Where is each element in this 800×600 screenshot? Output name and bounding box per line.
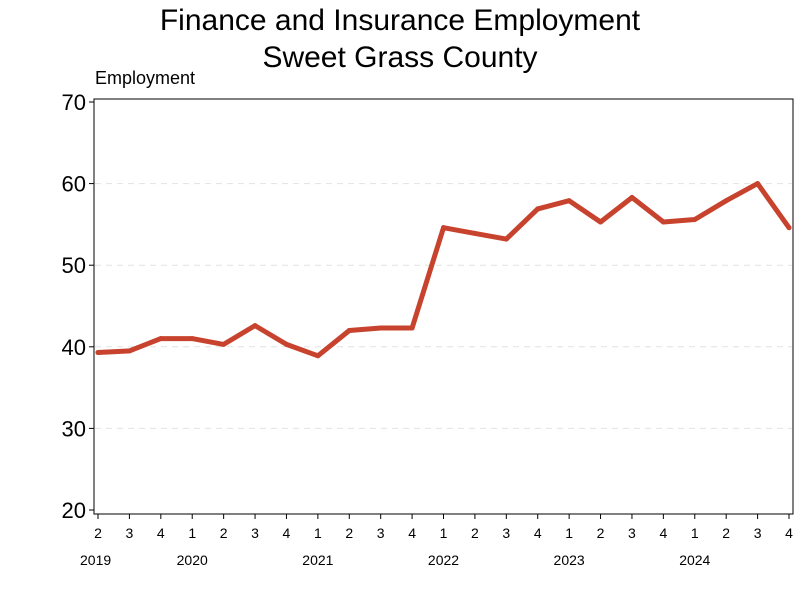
y-tick-label: 50: [62, 253, 86, 278]
x-tick-label: 4: [157, 525, 165, 541]
y-tick-label: 60: [62, 172, 86, 197]
data-point: [786, 225, 792, 231]
data-point: [598, 219, 604, 225]
x-tick-label: 1: [691, 525, 699, 541]
x-year-label: 2022: [428, 552, 459, 568]
data-point: [283, 341, 289, 347]
x-year-label: 2023: [554, 552, 585, 568]
data-point: [441, 225, 446, 231]
x-tick-label: 4: [534, 525, 542, 541]
data-point: [315, 353, 321, 359]
x-tick-label: 4: [785, 525, 793, 541]
x-tick-label: 3: [251, 525, 259, 541]
data-point: [346, 327, 352, 333]
data-point: [95, 350, 101, 356]
x-tick-label: 2: [220, 525, 228, 541]
x-year-label: 2021: [302, 552, 333, 568]
x-tick-label: 1: [440, 525, 448, 541]
chart-subtitle: Sweet Grass County: [262, 41, 538, 74]
x-tick-label: 3: [628, 525, 636, 541]
data-point: [629, 194, 635, 200]
x-tick-label: 3: [377, 525, 385, 541]
y-axis-label: Employment: [95, 68, 196, 88]
x-tick-label: 2: [722, 525, 730, 541]
series-layer: [95, 181, 792, 359]
x-tick-label: 2: [471, 525, 479, 541]
data-point: [158, 336, 164, 342]
x-tick-label: 1: [188, 525, 196, 541]
x-tick-label: 3: [502, 525, 510, 541]
x-tick-label: 1: [314, 525, 322, 541]
x-year-label: 2020: [177, 552, 208, 568]
y-tick-label: 20: [62, 498, 86, 523]
x-tick-label: 4: [408, 525, 416, 541]
data-point: [189, 336, 195, 342]
data-point: [535, 206, 541, 212]
x-tick-label: 3: [126, 525, 134, 541]
chart-title-block: Finance and Insurance Employment Sweet G…: [0, 2, 800, 76]
data-point: [755, 181, 761, 187]
data-point: [221, 341, 227, 347]
x-tick-label: 2: [597, 525, 605, 541]
data-point: [566, 198, 572, 204]
y-tick-label: 40: [62, 335, 86, 360]
x-tick-label: 3: [754, 525, 762, 541]
x-tick-label: 4: [659, 525, 667, 541]
x-tick-label: 2: [94, 525, 102, 541]
x-tick-label: 1: [565, 525, 573, 541]
x-tick-label: 4: [283, 525, 291, 541]
plot-frame: [93, 98, 794, 515]
data-point: [409, 325, 415, 331]
y-tick-label: 70: [62, 90, 86, 115]
axes: 20 30 40 50 60 70 2 3 4 1 2 3 4 1 2 3 4 1 2 3 4 1 2 3 4 1 2 3 4 2019 2…: [62, 90, 794, 568]
data-point: [660, 219, 666, 225]
data-point: [723, 198, 729, 204]
data-point: [126, 348, 132, 354]
data-point: [252, 323, 258, 329]
x-tick-label: 2: [345, 525, 353, 541]
data-point: [378, 325, 384, 331]
data-point: [503, 236, 509, 242]
x-year-label: 2019: [80, 552, 111, 568]
data-point: [472, 230, 478, 236]
series-line: [95, 181, 792, 359]
chart-title: Finance and Insurance Employment: [159, 4, 641, 37]
x-year-label: 2024: [679, 552, 710, 568]
y-tick-label: 30: [62, 416, 86, 441]
data-point: [692, 217, 698, 223]
